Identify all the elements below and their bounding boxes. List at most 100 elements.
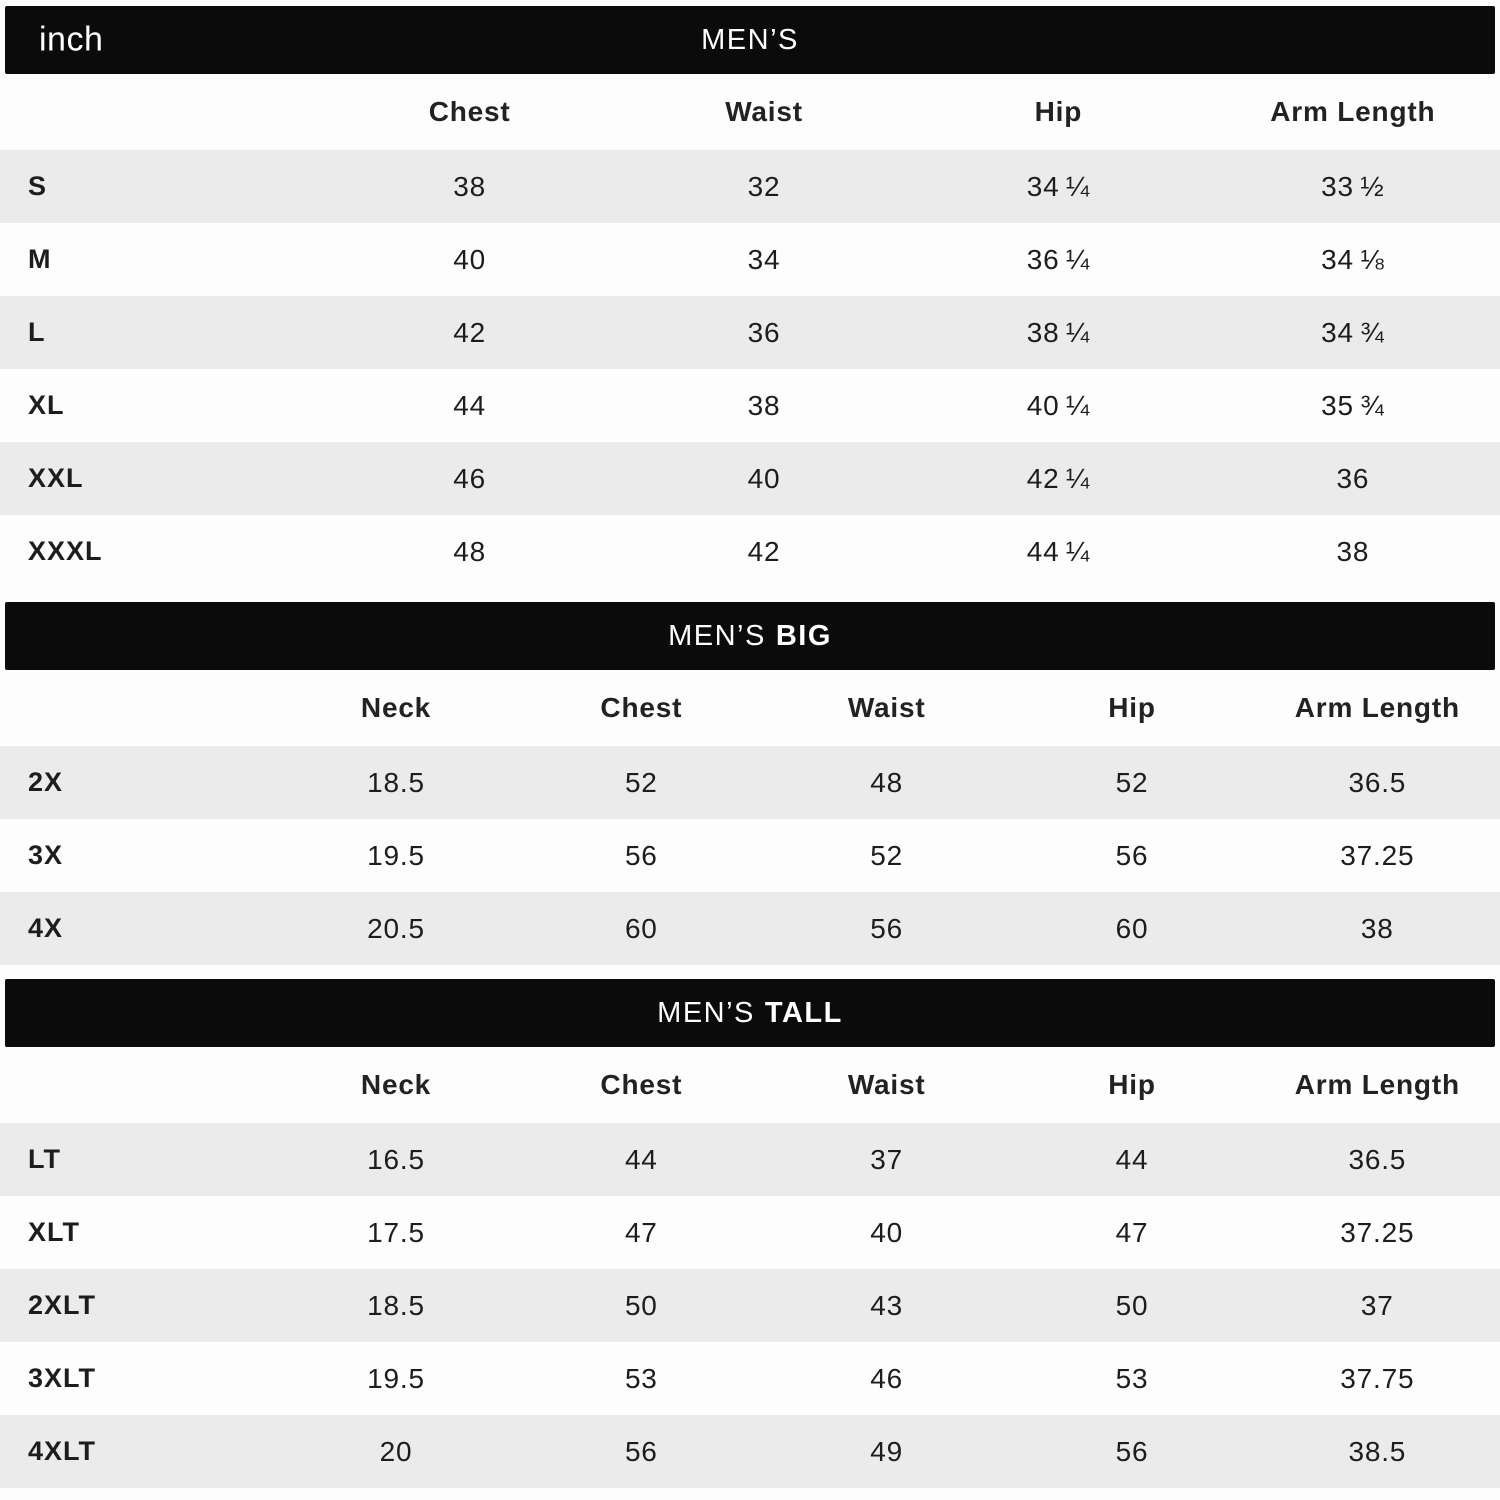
section-title-prefix: MEN’S: [657, 996, 755, 1029]
section-mens: inch MEN’S Chest Waist Hip Arm Length S 38 32…: [0, 6, 1500, 588]
column-header: Neck: [360, 1069, 432, 1100]
size-label: 3XLT: [28, 1363, 97, 1393]
measurement-cell: 38: [453, 170, 486, 202]
measurement-cell: 48: [870, 766, 904, 798]
size-label: 3X: [28, 840, 64, 870]
measurement-cell: 40 ¼: [1026, 389, 1091, 421]
table-body: LT 16.5 44 37 44 36.5 XLT 17.5 47 40 47 37.25 2XLT 18…: [0, 1123, 1500, 1488]
section-title: MEN’S BIG: [668, 620, 832, 653]
size-label: XLT: [28, 1217, 80, 1247]
table-row: 4X 20.5 60 56 60 38: [0, 892, 1500, 965]
measurement-cell: 40: [747, 462, 781, 494]
column-header: Neck: [360, 692, 432, 723]
measurement-cell: 34 ¼: [1026, 170, 1091, 202]
measurement-cell: 53: [624, 1362, 658, 1394]
size-label: XXXL: [28, 536, 103, 566]
measurement-cell: 19.5: [367, 839, 425, 871]
table-body: 2X 18.5 52 48 52 36.5 3X 19.5 56 52 56 37.25 4X 20.5 6…: [0, 746, 1500, 965]
column-header: Hip: [1108, 692, 1156, 723]
measurement-cell: 36: [747, 316, 781, 348]
measurement-cell: 52: [870, 839, 904, 871]
table-row: 3XLT 19.5 53 46 53 37.75: [0, 1342, 1500, 1415]
measurement-cell: 46: [870, 1362, 904, 1394]
measurement-cell: 44: [624, 1143, 658, 1175]
measurement-cell: 42: [747, 535, 781, 567]
measurement-cell: 48: [453, 535, 486, 567]
measurement-cell: 20.5: [367, 912, 425, 944]
measurement-cell: 44: [1115, 1143, 1149, 1175]
column-header: Waist: [725, 96, 803, 127]
size-label: LT: [28, 1144, 61, 1174]
section-title-prefix: MEN’S: [701, 23, 799, 56]
section-mens-big: MEN’S BIG Neck Chest Waist Hip Arm Length 2X 1…: [0, 602, 1500, 965]
column-header: Arm Length: [1270, 96, 1436, 127]
size-label: XXL: [28, 463, 84, 493]
measurement-cell: 19.5: [367, 1362, 425, 1394]
measurement-cell: 56: [870, 912, 904, 944]
measurement-cell: 37.25: [1340, 1216, 1415, 1248]
table-body: S 38 32 34 ¼ 33 ½ M 40 34 36 ¼ 34 ⅛ L 42 36 38 ¼ 34 ¾ X…: [0, 150, 1500, 588]
column-header-row: Neck Chest Waist Hip Arm Length: [0, 670, 1500, 746]
measurement-cell: 36 ¼: [1026, 243, 1091, 275]
measurement-cell: 50: [624, 1289, 658, 1321]
measurement-cell: 37.25: [1340, 839, 1415, 871]
measurement-cell: 50: [1115, 1289, 1149, 1321]
measurement-cell: 42 ¼: [1026, 462, 1091, 494]
measurement-cell: 38 ¼: [1026, 316, 1091, 348]
measurement-cell: 17.5: [367, 1216, 425, 1248]
column-header: Arm Length: [1294, 692, 1460, 723]
table-row: S 38 32 34 ¼ 33 ½: [0, 150, 1500, 223]
measurement-cell: 44 ¼: [1026, 535, 1091, 567]
size-label: M: [28, 244, 52, 274]
column-header: Waist: [847, 1069, 926, 1100]
measurement-cell: 20: [379, 1435, 413, 1467]
measurement-cell: 56: [1115, 1435, 1149, 1467]
section-title-suffix: BIG: [775, 619, 832, 652]
table-row: L 42 36 38 ¼ 34 ¾: [0, 296, 1500, 369]
table-row: 2XLT 18.5 50 43 50 37: [0, 1269, 1500, 1342]
table-row: XLT 17.5 47 40 47 37.25: [0, 1196, 1500, 1269]
size-label: 4X: [28, 913, 64, 943]
measurement-cell: 47: [624, 1216, 658, 1248]
measurement-cell: 56: [624, 1435, 658, 1467]
measurement-cell: 37: [1360, 1289, 1394, 1321]
measurement-cell: 38: [1360, 912, 1394, 944]
section-header-mens: inch MEN’S: [5, 6, 1495, 74]
section-mens-tall: MEN’S TALL Neck Chest Waist Hip Arm Length LT…: [0, 979, 1500, 1488]
measurement-cell: 16.5: [367, 1143, 425, 1175]
table-row: 2X 18.5 52 48 52 36.5: [0, 746, 1500, 819]
measurement-cell: 38.5: [1348, 1435, 1407, 1467]
section-title-prefix: MEN’S: [668, 619, 766, 652]
table-row: XXL 46 40 42 ¼ 36: [0, 442, 1500, 515]
section-title: MEN’S: [701, 24, 799, 57]
measurement-cell: 52: [624, 766, 658, 798]
measurement-cell: 37.75: [1340, 1362, 1415, 1394]
measurement-cell: 42: [453, 316, 486, 348]
measurement-cell: 46: [453, 462, 486, 494]
table-row: M 40 34 36 ¼ 34 ⅛: [0, 223, 1500, 296]
column-header: Chest: [600, 1069, 683, 1100]
section-header-mens-tall: MEN’S TALL: [5, 979, 1495, 1047]
size-label: S: [28, 171, 48, 201]
column-header: Chest: [600, 692, 683, 723]
column-header-row: Neck Chest Waist Hip Arm Length: [0, 1047, 1500, 1123]
column-header: Waist: [847, 692, 926, 723]
measurement-cell: 40: [453, 243, 486, 275]
measurement-cell: 18.5: [367, 766, 425, 798]
table-row: XL 44 38 40 ¼ 35 ¾: [0, 369, 1500, 442]
size-label: 2XLT: [28, 1290, 97, 1320]
table-row: 3X 19.5 56 52 56 37.25: [0, 819, 1500, 892]
measurement-cell: 53: [1115, 1362, 1149, 1394]
measurement-cell: 43: [870, 1289, 904, 1321]
measurement-cell: 38: [747, 389, 781, 421]
column-header: Arm Length: [1294, 1069, 1460, 1100]
size-label: XL: [28, 390, 65, 420]
measurement-cell: 47: [1115, 1216, 1149, 1248]
measurement-cell: 34 ¾: [1321, 316, 1385, 348]
measurement-cell: 34 ⅛: [1321, 243, 1385, 275]
column-header: Hip: [1108, 1069, 1156, 1100]
measurement-cell: 18.5: [367, 1289, 425, 1321]
section-header-mens-big: MEN’S BIG: [5, 602, 1495, 670]
section-title: MEN’S TALL: [657, 997, 843, 1030]
